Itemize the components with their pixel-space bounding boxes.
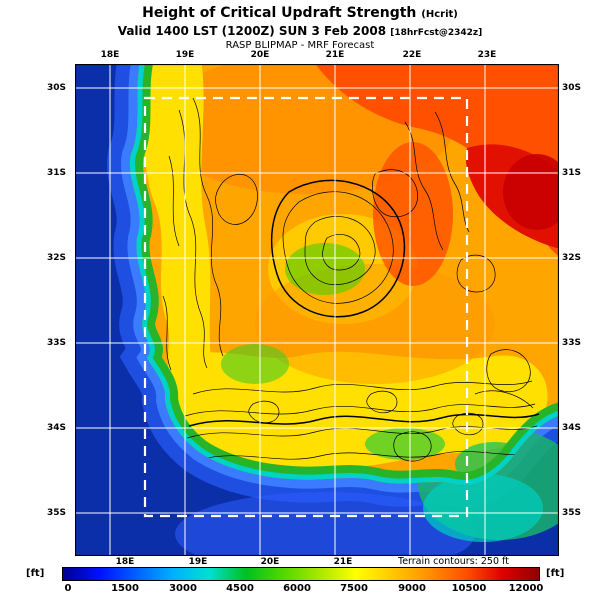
colorbar-unit-right: [ft]: [546, 568, 565, 579]
colorbar-tick: 6000: [283, 583, 311, 594]
lat-label-right: 34S: [562, 423, 582, 433]
valid-time-text: Valid 1400 LST (1200Z) SUN 3 Feb 2008: [117, 24, 387, 38]
lat-label-right: 30S: [562, 83, 582, 93]
colorbar-unit-left: [ft]: [26, 568, 45, 579]
title-text: Height of Critical Updraft Strength: [142, 5, 417, 21]
lat-label-left: 30S: [46, 83, 66, 93]
map-svg: [74, 58, 566, 576]
lat-label-left: 35S: [46, 508, 66, 518]
colorbar-tick: 12000: [508, 583, 544, 594]
model-line: RASP BLIPMAP - MRF Forecast: [225, 40, 375, 51]
lat-label-right: 35S: [562, 508, 582, 518]
terrain-contours-note: Terrain contours: 250 ft: [398, 556, 509, 567]
domain-boundary: [143, 96, 469, 518]
colorbar-tick: 7500: [340, 583, 368, 594]
title-suffix: (Hcrit): [421, 9, 458, 20]
lon-label-bottom: 20E: [260, 557, 280, 567]
forecast-cycle-suffix: [18hrFcst@2342z]: [390, 28, 483, 38]
colorbar-tick: 1500: [111, 583, 139, 594]
colorbar-tick: 10500: [451, 583, 487, 594]
lat-label-right: 33S: [562, 338, 582, 348]
index-contours: [188, 179, 540, 427]
lat-label-right: 32S: [562, 253, 582, 263]
lon-label-bottom: 21E: [333, 557, 353, 567]
lon-label-top: 19E: [175, 50, 195, 60]
page-title: Height of Critical Updraft Strength (Hcr…: [0, 5, 600, 21]
land-layer: [129, 58, 566, 486]
lon-label-top: 23E: [477, 50, 497, 60]
lat-label-left: 32S: [46, 253, 66, 263]
lon-label-top: 20E: [250, 50, 270, 60]
lat-label-right: 31S: [562, 168, 582, 178]
map-border: [74, 63, 560, 557]
lon-label-top: 22E: [402, 50, 422, 60]
colorbar-tick: 3000: [169, 583, 197, 594]
colorbar-tick: 4500: [226, 583, 254, 594]
latlon-grid: [75, 64, 559, 556]
colorbar-tick: 9000: [398, 583, 426, 594]
lon-label-bottom: 19E: [188, 557, 208, 567]
colorbar-tick: 0: [64, 583, 72, 594]
colorbar-gradient: [62, 567, 540, 581]
lon-label-top: 18E: [100, 50, 120, 60]
map-canvas: [74, 58, 566, 576]
lon-label-top: 21E: [325, 50, 345, 60]
lat-label-left: 34S: [46, 423, 66, 433]
lon-label-bottom: 18E: [115, 557, 135, 567]
valid-time-line: Valid 1400 LST (1200Z) SUN 3 Feb 2008 [1…: [0, 24, 600, 38]
lat-label-left: 33S: [46, 338, 66, 348]
lat-label-left: 31S: [46, 168, 66, 178]
